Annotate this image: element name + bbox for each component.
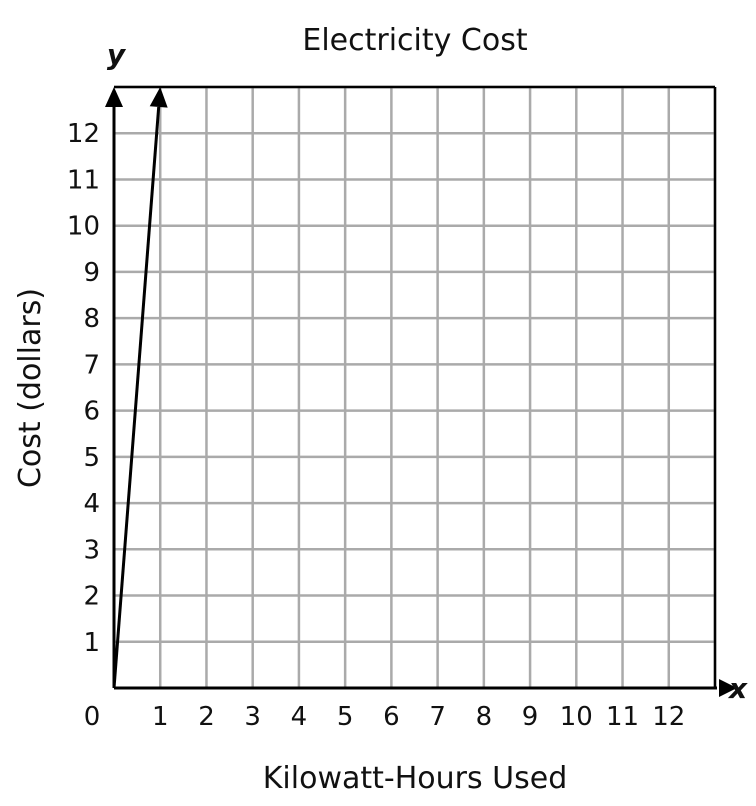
y-axis-arrowhead — [105, 87, 123, 107]
x-tick-label: 5 — [337, 702, 354, 732]
y-tick-label: 7 — [83, 350, 100, 380]
data-line-arrowhead — [149, 87, 168, 108]
y-axis-variable: y — [107, 38, 127, 71]
y-tick-label: 1 — [83, 628, 100, 658]
x-tick-label: 2 — [198, 702, 215, 732]
series — [112, 87, 168, 689]
x-tick-label: 4 — [291, 702, 308, 732]
x-tick-label: 7 — [429, 702, 446, 732]
x-axis-variable: x — [727, 672, 748, 705]
x-axis-arrowhead — [719, 679, 737, 697]
y-tick-label: 10 — [67, 212, 100, 242]
chart-title: Electricity Cost — [302, 23, 527, 58]
axes — [105, 85, 737, 697]
data-line — [112, 106, 161, 689]
y-tick-label: 3 — [83, 535, 100, 565]
y-tick-label: 4 — [83, 489, 100, 519]
y-tick-label: 9 — [83, 258, 100, 288]
x-tick-label: 12 — [652, 702, 685, 732]
y-tick-label: 12 — [67, 119, 100, 149]
x-tick-label: 11 — [606, 702, 639, 732]
x-tick-label: 1 — [152, 702, 169, 732]
x-tick-label: 0 — [84, 702, 101, 732]
y-tick-label: 8 — [83, 304, 100, 334]
y-tick-label: 2 — [83, 582, 100, 612]
x-tick-label: 9 — [522, 702, 539, 732]
x-tick-label: 6 — [383, 702, 400, 732]
x-tick-label: 10 — [560, 702, 593, 732]
y-axis-title: Cost (dollars) — [13, 288, 48, 488]
y-tick-label: 11 — [67, 165, 100, 195]
y-tick-label: 6 — [83, 397, 100, 427]
x-tick-label: 8 — [476, 702, 493, 732]
x-tick-label: 3 — [244, 702, 261, 732]
y-tick-label: 5 — [83, 443, 100, 473]
x-axis-title: Kilowatt-Hours Used — [263, 761, 567, 796]
grid — [114, 85, 717, 688]
